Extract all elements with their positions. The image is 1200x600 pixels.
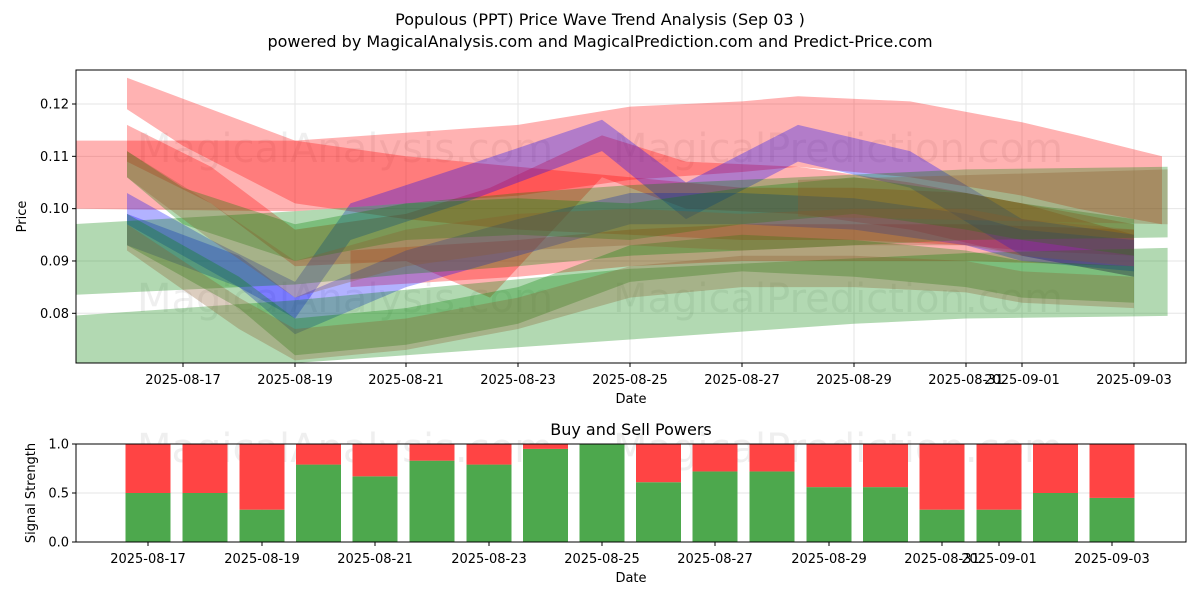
signal-y-tick-label: 0.5 bbox=[48, 487, 69, 502]
buy-power-bar bbox=[409, 460, 455, 542]
buy-power-bar bbox=[1089, 497, 1135, 542]
buy-power-bar bbox=[579, 444, 625, 542]
price-y-tick-label: 0.11 bbox=[40, 150, 69, 165]
sell-power-bar bbox=[976, 444, 1022, 510]
price-y-tick-label: 0.09 bbox=[40, 254, 69, 269]
sell-power-bar bbox=[636, 444, 681, 483]
buy-power-bar bbox=[523, 448, 568, 542]
signal-x-tick-label: 2025-09-01 bbox=[961, 552, 1037, 567]
price-x-tick-label: 2025-08-17 bbox=[145, 373, 221, 388]
signal-x-tick-label: 2025-08-27 bbox=[677, 552, 753, 567]
price-grid bbox=[76, 70, 1186, 363]
price-x-tick-label: 2025-09-03 bbox=[1096, 373, 1172, 388]
buy-power-bar bbox=[919, 509, 965, 542]
price-band-green-8 bbox=[127, 151, 1134, 261]
price-y-tick-label: 0.12 bbox=[40, 98, 69, 113]
buy-power-bar bbox=[296, 464, 341, 542]
sell-power-bar bbox=[749, 444, 795, 472]
price-x-tick-label: 2025-08-21 bbox=[368, 373, 444, 388]
signal-y-tick-label: 0.0 bbox=[48, 536, 69, 551]
price-band-green-7 bbox=[76, 247, 1168, 363]
price-x-tick-label: 2025-09-01 bbox=[984, 373, 1060, 388]
watermark-text: MagicalPrediction.com bbox=[613, 126, 1063, 172]
price-band-brown-10 bbox=[127, 151, 1134, 298]
signal-bars bbox=[125, 444, 1135, 542]
buy-power-bar bbox=[976, 509, 1022, 542]
price-band-red-1 bbox=[127, 77, 1134, 256]
signal-x-tick-label: 2025-08-23 bbox=[451, 552, 527, 567]
price-x-tick-label: 2025-08-29 bbox=[816, 373, 892, 388]
price-band-green-6 bbox=[76, 166, 1168, 295]
price-band-green-9 bbox=[127, 213, 1134, 356]
signal-x-tick-label: 2025-08-29 bbox=[791, 552, 867, 567]
sell-power-bar bbox=[919, 444, 965, 510]
buy-power-bar bbox=[466, 464, 512, 542]
sell-power-bar bbox=[523, 444, 568, 449]
sell-power-bar bbox=[352, 444, 398, 477]
watermark-text: MagicalAnalysis.com bbox=[137, 126, 553, 172]
price-plot-frame bbox=[75, 69, 1187, 364]
price-y-tick-label: 0.10 bbox=[40, 202, 69, 217]
sell-power-bar bbox=[692, 444, 738, 472]
price-band-blue-4 bbox=[127, 119, 1134, 319]
price-x-tick-label: 2025-08-23 bbox=[480, 373, 556, 388]
price-y-tick-label: 0.08 bbox=[40, 307, 69, 322]
signal-x-tick-label: 2025-08-31 bbox=[904, 552, 980, 567]
buy-power-bar bbox=[863, 487, 908, 542]
sell-power-bar bbox=[239, 444, 285, 510]
signal-x-tick-label: 2025-09-03 bbox=[1074, 552, 1150, 567]
price-x-tick-label: 2025-08-27 bbox=[704, 373, 780, 388]
chart-title: Populous (PPT) Price Wave Trend Analysis… bbox=[395, 10, 805, 29]
price-x-tick-label: 2025-08-19 bbox=[257, 373, 333, 388]
sell-power-bar bbox=[1033, 444, 1078, 493]
price-x-tick-label: 2025-08-31 bbox=[928, 373, 1004, 388]
signal-x-tick-label: 2025-08-21 bbox=[337, 552, 413, 567]
sell-power-bar bbox=[466, 444, 512, 465]
signal-x-tick-label: 2025-08-19 bbox=[224, 552, 300, 567]
sell-power-bar bbox=[863, 444, 908, 488]
sell-power-bar bbox=[182, 444, 228, 493]
price-x-axis-label: Date bbox=[615, 392, 646, 407]
price-band-brown-11 bbox=[127, 224, 1134, 361]
signal-chart-title: Buy and Sell Powers bbox=[550, 420, 712, 439]
chart-subtitle: powered by MagicalAnalysis.com and Magic… bbox=[267, 32, 933, 51]
watermark-text: MagicalAnalysis.com bbox=[137, 276, 553, 322]
buy-power-bar bbox=[806, 487, 852, 542]
price-y-axis-label: Price bbox=[15, 201, 30, 233]
buy-power-bar bbox=[239, 509, 285, 542]
buy-power-bar bbox=[182, 493, 228, 542]
price-bands bbox=[76, 77, 1168, 363]
signal-x-tick-label: 2025-08-17 bbox=[110, 552, 186, 567]
buy-power-bar bbox=[1033, 493, 1078, 542]
price-x-tick-label: 2025-08-25 bbox=[592, 373, 668, 388]
sell-power-bar bbox=[409, 444, 455, 461]
signal-x-axis-label: Date bbox=[615, 571, 646, 586]
price-band-brown-12 bbox=[798, 169, 1168, 225]
signal-y-axis-label: Signal Strength bbox=[24, 443, 39, 543]
buy-power-bar bbox=[636, 482, 681, 542]
price-band-red-2 bbox=[127, 124, 1134, 298]
buy-power-bar bbox=[125, 493, 171, 542]
price-band-red-0 bbox=[76, 96, 1162, 225]
watermark-text: MagicalPrediction.com bbox=[613, 276, 1063, 322]
price-band-blue-5 bbox=[127, 193, 1134, 335]
sell-power-bar bbox=[296, 444, 341, 465]
signal-x-tick-label: 2025-08-25 bbox=[564, 552, 640, 567]
sell-power-bar bbox=[125, 444, 171, 493]
buy-power-bar bbox=[749, 471, 795, 542]
sell-power-bar bbox=[1089, 444, 1135, 498]
buy-power-bar bbox=[352, 476, 398, 542]
buy-power-bar bbox=[692, 471, 738, 542]
sell-power-bar bbox=[806, 444, 852, 488]
price-band-red-3 bbox=[350, 224, 1134, 288]
signal-y-tick-label: 1.0 bbox=[48, 438, 69, 453]
